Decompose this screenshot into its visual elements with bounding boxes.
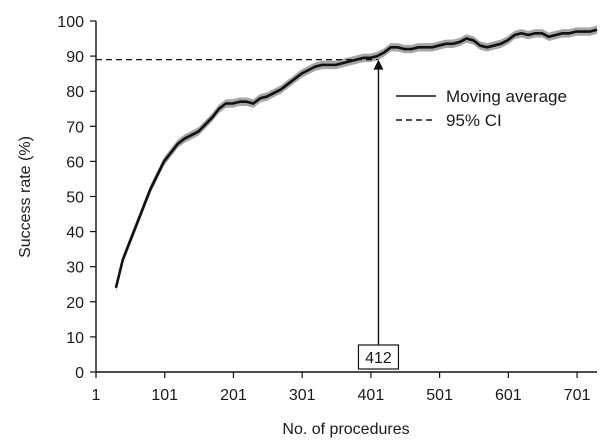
x-tick-label: 401 <box>358 387 385 404</box>
y-tick-label: 30 <box>66 260 84 277</box>
annotation-box <box>357 344 400 370</box>
y-tick-label: 80 <box>66 84 84 101</box>
moving-average-line <box>114 28 598 289</box>
x-tick-label: 201 <box>220 387 247 404</box>
y-axis-label: Success rate (%) <box>17 136 34 258</box>
annotation-label: 412 <box>365 350 392 367</box>
x-tick-label: 701 <box>564 387 591 404</box>
y-tick-label: 20 <box>66 295 84 312</box>
x-tick-label: 301 <box>289 387 316 404</box>
x-axis-label: No. of procedures <box>282 421 409 438</box>
legend-label-ci: 95% CI <box>446 111 502 130</box>
x-ticks: 1 101 201 301 401 501 601 701 <box>92 372 591 404</box>
y-tick-label: 60 <box>66 154 84 171</box>
y-tick-label: 100 <box>57 14 84 31</box>
x-tick-label: 101 <box>151 387 178 404</box>
legend-label-moving-average: Moving average <box>446 87 567 106</box>
y-tick-label: 10 <box>66 330 84 347</box>
y-tick-label: 40 <box>66 225 84 242</box>
y-tick-label: 0 <box>75 365 84 382</box>
y-tick-label: 70 <box>66 119 84 136</box>
y-tick-label: 50 <box>66 190 84 207</box>
x-tick-label: 1 <box>92 387 101 404</box>
annotation-arrow-head <box>373 59 384 70</box>
y-tick-label: 90 <box>66 49 84 66</box>
x-tick-label: 601 <box>495 387 522 404</box>
legend: Moving average 95% CI <box>396 87 567 130</box>
y-ticks: 0 10 20 30 40 50 60 70 80 90 100 <box>57 14 96 382</box>
x-tick-label: 501 <box>426 387 453 404</box>
ci-band <box>115 25 598 292</box>
